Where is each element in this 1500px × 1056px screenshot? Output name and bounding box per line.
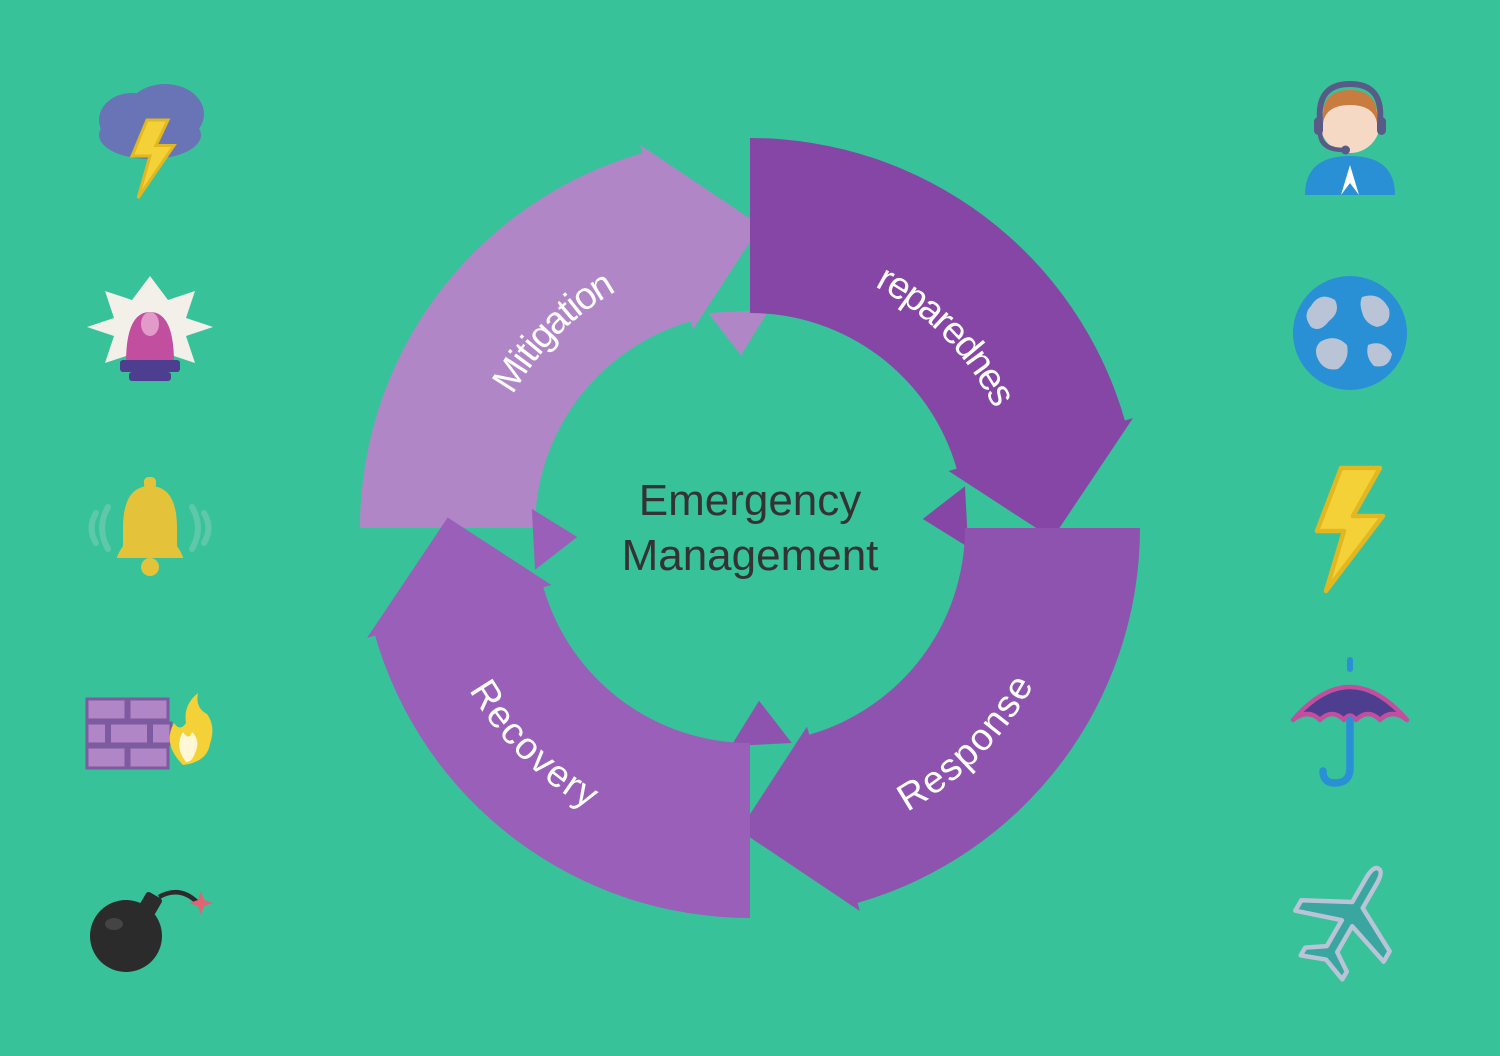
- bomb-icon: [60, 828, 240, 1008]
- storm-cloud-icon: [60, 48, 240, 228]
- center-title-line2: Management: [622, 528, 879, 583]
- segment-spike-preparedness: [923, 486, 968, 547]
- segment-response: [739, 528, 1140, 911]
- firewall-fire-icon: [60, 633, 240, 813]
- siren-alert-icon: [60, 243, 240, 423]
- left-icon-column: [40, 0, 260, 1056]
- umbrella-icon: [1260, 633, 1440, 813]
- right-icon-column: [1240, 0, 1460, 1056]
- segment-spike-mitigation: [708, 310, 769, 355]
- center-title-line1: Emergency: [622, 473, 879, 528]
- segment-spike-response: [731, 701, 792, 746]
- operator-headset-icon: [1260, 48, 1440, 228]
- globe-icon: [1260, 243, 1440, 423]
- center-title: Emergency Management: [622, 473, 879, 583]
- diagram-canvas: MitigationPreparednessResponseRecovery E…: [0, 0, 1500, 1056]
- lightning-bolt-icon: [1260, 438, 1440, 618]
- airplane-icon: [1260, 828, 1440, 1008]
- alarm-bell-icon: [60, 438, 240, 618]
- segment-spike-recovery: [532, 509, 577, 570]
